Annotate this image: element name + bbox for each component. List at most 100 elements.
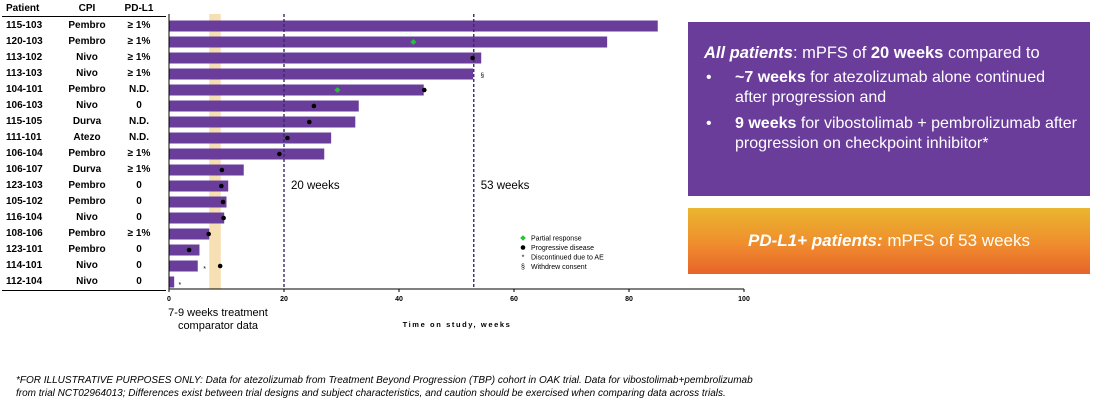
table-row: 116-104 Nivo 0 xyxy=(0,210,166,226)
table-row: 123-103 Pembro 0 xyxy=(0,178,166,194)
x-tick-label-100: 100 xyxy=(738,296,750,303)
reference-label-20: 20 weeks xyxy=(291,180,340,192)
cpi-cell: Pembro xyxy=(68,244,106,255)
cpi-cell: Pembro xyxy=(68,196,106,207)
patient-id: 108-106 xyxy=(6,228,43,239)
cpi-cell: Durva xyxy=(72,116,102,127)
table-row: 114-101 Nivo 0 xyxy=(0,258,166,274)
bar-116-104 xyxy=(169,212,225,224)
bar-104-101 xyxy=(169,84,424,96)
footnote-line-1: *FOR ILLUSTRATIVE PURPOSES ONLY: Data fo… xyxy=(16,375,753,386)
progressive-disease-marker xyxy=(422,87,427,93)
table-row: 115-103 Pembro ≥ 1% xyxy=(0,18,166,34)
progressive-disease-marker xyxy=(217,263,223,269)
bar-113-103 xyxy=(169,68,474,80)
table-row: 111-101 Atezo N.D. xyxy=(0,130,166,146)
patient-id: 106-103 xyxy=(6,100,43,111)
partial-response-marker xyxy=(410,39,417,45)
pdl1-cell: 0 xyxy=(136,212,142,223)
legend-label-0: Partial response xyxy=(531,236,582,243)
progressive-disease-marker xyxy=(219,167,225,173)
comparison-item-vibostolimab: • 9 weeks for vibostolimab + pembrolizuma… xyxy=(706,115,1077,152)
legend-label-2: Discontinued due to AE xyxy=(531,255,604,262)
x-tick-label-0: 0 xyxy=(167,296,171,303)
x-tick-label-20: 20 xyxy=(280,296,288,303)
cpi-cell: Durva xyxy=(72,164,102,175)
patient-id: 106-104 xyxy=(6,148,43,159)
bar-114-101 xyxy=(169,260,198,272)
discontinued-ae-marker: * xyxy=(203,266,206,273)
header-cpi: CPI xyxy=(78,3,96,14)
table-row: 108-106 Pembro ≥ 1% xyxy=(0,226,166,242)
pdl1-cell: 0 xyxy=(136,100,142,111)
patient-id: 116-104 xyxy=(6,212,43,223)
cpi-cell: Nivo xyxy=(76,52,98,63)
cpi-cell: Pembro xyxy=(68,148,106,159)
pdl1-cell: ≥ 1% xyxy=(127,68,151,79)
reference-label-53: 53 weeks xyxy=(481,180,530,192)
bar-112-104 xyxy=(169,276,175,288)
bar-115-105 xyxy=(169,116,356,128)
progressive-disease-marker xyxy=(221,215,226,221)
bar-123-103 xyxy=(169,180,229,192)
cpi-cell: Nivo xyxy=(76,276,98,287)
bar-120-103 xyxy=(169,36,608,48)
table-row: 104-101 Pembro N.D. xyxy=(0,82,166,98)
table-row: 106-104 Pembro ≥ 1% xyxy=(0,146,166,162)
legend-symbol-progressive-disease xyxy=(520,245,526,250)
pdl1-cell: ≥ 1% xyxy=(127,52,151,63)
pdl1-cell: 0 xyxy=(136,260,142,271)
table-bottom-divider xyxy=(2,290,166,291)
table-row: 113-102 Nivo ≥ 1% xyxy=(0,50,166,66)
patient-id: 113-102 xyxy=(6,52,43,63)
x-axis-title: Time on study, weeks xyxy=(403,320,512,329)
progressive-disease-marker xyxy=(277,151,282,157)
patient-id: 120-103 xyxy=(6,36,43,47)
all-patients-callout: All patients: mPFS of 20 weeks compared … xyxy=(688,22,1090,196)
patient-id: 123-101 xyxy=(6,244,43,255)
pdl1-cell: ≥ 1% xyxy=(127,148,151,159)
header-pdl1: PD-L1 xyxy=(124,3,154,14)
cpi-cell: Pembro xyxy=(68,180,106,191)
bar-106-103 xyxy=(169,100,359,112)
cpi-cell: Atezo xyxy=(73,132,101,143)
x-tick-label-80: 80 xyxy=(625,296,633,303)
patient-id: 114-101 xyxy=(6,260,43,271)
pdl1-cell: N.D. xyxy=(129,132,149,143)
comparison-list: • ~7 weeks for atezolizumab alone continu… xyxy=(704,68,1078,154)
patient-id: 115-105 xyxy=(6,116,43,127)
pdl1-cell: ≥ 1% xyxy=(127,228,151,239)
patient-id: 112-104 xyxy=(6,276,43,287)
table-row: 113-103 Nivo ≥ 1% xyxy=(0,66,166,82)
cpi-cell: Nivo xyxy=(76,212,98,223)
pdl1-cell: N.D. xyxy=(129,116,149,127)
comparison-item-atezolizumab: • ~7 weeks for atezolizumab alone continu… xyxy=(706,69,1045,106)
footnote-line-2: from trial NCT02964013; Differences exis… xyxy=(16,388,726,399)
progressive-disease-marker xyxy=(285,135,290,141)
progressive-disease-marker xyxy=(307,119,312,125)
progressive-disease-marker xyxy=(219,183,224,189)
pdl1-cell: 0 xyxy=(136,196,142,207)
withdrew-consent-marker: § xyxy=(481,72,485,79)
x-tick-label-40: 40 xyxy=(395,296,403,303)
discontinued-ae-marker: * xyxy=(179,282,182,289)
bar-113-102 xyxy=(169,52,482,64)
footnote: *FOR ILLUSTRATIVE PURPOSES ONLY: Data fo… xyxy=(16,374,1096,400)
cpi-cell: Pembro xyxy=(68,228,106,239)
legend-symbol-2: * xyxy=(522,255,525,262)
legend-label-1: Progressive disease xyxy=(531,245,594,252)
legend-symbol-3: § xyxy=(521,264,525,271)
patient-id: 115-103 xyxy=(6,20,43,31)
pdl1-positive-callout: PD-L1+ patients: mPFS of 53 weeks xyxy=(688,208,1090,274)
bar-108-106 xyxy=(169,228,210,240)
shaded-band-label: 7-9 weeks treatment comparator data xyxy=(168,307,268,332)
patient-id: 106-107 xyxy=(6,164,43,175)
bar-123-101 xyxy=(169,244,200,256)
patient-id: 104-101 xyxy=(6,84,43,95)
table-row: 106-107 Durva ≥ 1% xyxy=(0,162,166,178)
table-row: 106-103 Nivo 0 xyxy=(0,98,166,114)
x-tick-label-60: 60 xyxy=(510,296,518,303)
progressive-disease-marker xyxy=(186,247,192,253)
pdl1-cell: 0 xyxy=(136,276,142,287)
pdl1-cell: 0 xyxy=(136,244,142,255)
